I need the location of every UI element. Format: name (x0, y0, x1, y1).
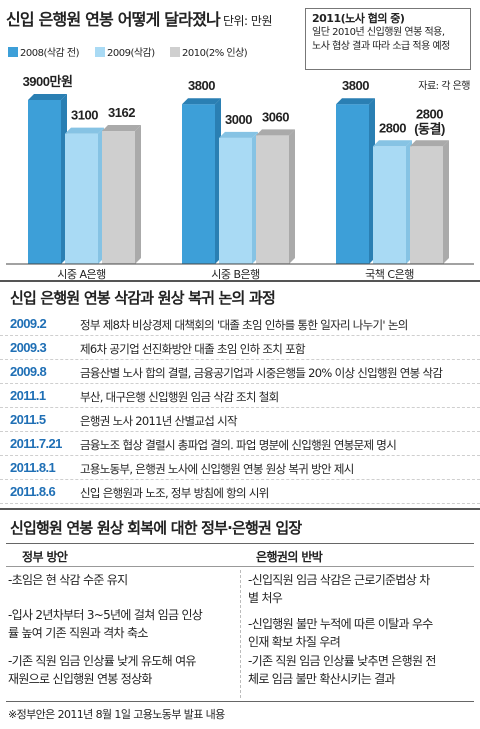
table-rule (6, 543, 474, 544)
note-title: 2011(노사 협의 중) (312, 12, 405, 25)
legend-item-2010: 2010(2% 인상) (170, 44, 248, 59)
data-label: 3800 (188, 78, 215, 93)
gov-item: -초임은 현 삭감 수준 유지 (8, 573, 128, 587)
timeline-text: 신입 은행원과 노조, 정부 방침에 항의 시위 (80, 486, 269, 500)
gov-item: -입사 2년차부터 3~5년에 걸쳐 임금 인상 (8, 608, 203, 622)
bar (256, 135, 289, 264)
timeline-row: 2009.3 제6차 공기업 선진화방안 대졸 초임 인하 조치 포함 (0, 336, 480, 360)
data-label: 3900만원 (23, 74, 73, 89)
data-label: 2800 (379, 120, 406, 135)
positions-title: 신입행원 연봉 원상 회복에 대한 정부·은행권 입장 (10, 519, 302, 537)
data-label: (동결) (414, 121, 445, 136)
table-rule (6, 566, 474, 567)
bar-side (135, 125, 141, 264)
timeline-row: 2011.5 은행권 노사 2011년 산별교섭 시작 (0, 408, 480, 432)
bank-item: 체로 임금 불만 확산시키는 결과 (248, 672, 396, 686)
data-label: 3060 (262, 109, 289, 124)
timeline-date: 2011.5 (10, 412, 46, 427)
gov-item: -기존 직원 임금 인상률 낮게 유도해 여유 (8, 654, 196, 668)
data-label: 3162 (108, 105, 135, 120)
timeline-date: 2011.1 (10, 388, 46, 403)
timeline-text: 정부 제8차 비상경제 대책회의 '대졸 초임 인하를 통한 일자리 나누기' … (80, 318, 408, 332)
bank-item: -기존 직원 임금 인상률 낮추면 은행원 전 (248, 654, 436, 668)
timeline-date: 2011.7.21 (10, 436, 62, 451)
data-label: 3100 (71, 108, 98, 123)
timeline-row: 2011.8.1 고용노동부, 은행권 노사에 신입행원 연봉 원상 복귀 방안 … (0, 456, 480, 480)
bar (28, 100, 61, 264)
timeline-date: 2009.8 (10, 364, 47, 379)
timeline-title: 신입 은행원 연봉 삭감과 원상 복귀 논의 과정 (10, 289, 276, 307)
data-label: 3800 (342, 78, 369, 93)
timeline-date: 2009.3 (10, 340, 47, 355)
bar-side (443, 140, 449, 264)
timeline-row: 2011.7.21 금융노조 협상 결렬시 총파업 결의. 파업 명분에 신입행원… (0, 432, 480, 456)
gov-item: 재원으로 신입행원 연봉 정상화 (8, 672, 152, 686)
bank-column-head: 은행권의 반박 (256, 550, 323, 564)
bar (373, 146, 406, 264)
section-divider (0, 280, 480, 282)
category-label: 국책 C은행 (365, 268, 414, 281)
timeline-text: 금융산별 노사 합의 결렬, 금융공기업과 시중은행들 20% 이상 신입행원 … (80, 366, 443, 380)
bar (65, 133, 98, 264)
timeline-date: 2011.8.1 (10, 460, 56, 475)
bank-item: -신입직원 임금 삭감은 근로기준법상 차 (248, 573, 430, 587)
bar-top (410, 140, 449, 147)
bar (336, 104, 369, 264)
category-label: 시중 B은행 (211, 268, 260, 281)
note-box: 2011(노사 협의 중) 일단 2010년 신입행원 연봉 적용, 노사 협상… (305, 8, 471, 70)
timeline-text: 금융노조 협상 결렬시 총파업 결의. 파업 명분에 신입행원 연봉문제 명시 (80, 438, 397, 452)
timeline-text: 은행권 노사 2011년 산별교섭 시작 (80, 414, 238, 428)
legend-swatch (8, 47, 18, 57)
section-divider (0, 508, 480, 510)
bank-item: 인재 확보 차질 우려 (248, 635, 341, 649)
bank-item: -신입행원 불만 누적에 따른 이탈과 우수 (248, 617, 433, 631)
bar-side (289, 129, 295, 264)
note-line: 일단 2010년 신입행원 연봉 적용, (312, 27, 445, 38)
data-label: 3000 (225, 112, 252, 127)
bank-item: 별 처우 (248, 591, 283, 605)
gov-column-head: 정부 방안 (22, 550, 68, 564)
timeline-row: 2009.8 금융산별 노사 합의 결렬, 금융공기업과 시중은행들 20% 이상… (0, 360, 480, 384)
legend-swatch (95, 47, 105, 57)
column-separator (240, 570, 241, 698)
timeline-row: 2009.2 정부 제8차 비상경제 대책회의 '대졸 초임 인하를 통한 일자리… (0, 312, 480, 336)
bar-top (65, 127, 104, 134)
bar-top (256, 129, 295, 136)
chart-unit: 단위: 만원 (222, 14, 273, 28)
category-label: 시중 A은행 (57, 268, 106, 281)
bar-chart: 3900만원 3100 3162 시중 A은행 3800 3000 3060 시중 B은행 38… (6, 74, 474, 281)
timeline-date: 2011.8.6 (10, 484, 56, 499)
bar (182, 104, 215, 264)
bar (219, 137, 252, 264)
data-label: 2800 (416, 106, 443, 121)
legend-swatch (170, 47, 180, 57)
source-label: 자료: 각 은행 (418, 81, 470, 92)
timeline-text: 제6차 공기업 선진화방안 대졸 초임 인하 조치 포함 (80, 342, 306, 356)
chart-title: 신입 은행원 연봉 어떻게 달라졌나 단위: 만원 (6, 10, 273, 29)
timeline-date: 2009.2 (10, 316, 47, 331)
bar (410, 146, 443, 264)
timeline-row: 2011.1 부산, 대구은행 신입행원 임금 삭감 조치 철회 (0, 384, 480, 408)
bar-top (336, 98, 375, 105)
note-line: 노사 협상 결과 따라 소급 적용 예정 (312, 41, 450, 52)
legend-item-2008: 2008(삭감 전) (8, 44, 80, 59)
bar-top (28, 94, 67, 100)
timeline-row: 2011.8.6 신입 은행원과 노조, 정부 방침에 항의 시위 (0, 480, 480, 504)
footnote: ※정부안은 2011년 8월 1일 고용노동부 발표 내용 (8, 708, 225, 721)
bar-top (373, 140, 412, 147)
timeline-text: 고용노동부, 은행권 노사에 신입행원 연봉 원상 복귀 방안 제시 (80, 462, 354, 476)
bar-top (102, 125, 141, 132)
bar-top (219, 131, 258, 138)
gov-item: 률 높여 기존 직원과 격차 축소 (8, 626, 148, 640)
table-rule (6, 701, 474, 702)
legend-item-2009: 2009(삭감) (95, 44, 155, 59)
bar-top (182, 98, 221, 105)
bar (102, 131, 135, 264)
timeline-text: 부산, 대구은행 신입행원 임금 삭감 조치 철회 (80, 390, 279, 404)
